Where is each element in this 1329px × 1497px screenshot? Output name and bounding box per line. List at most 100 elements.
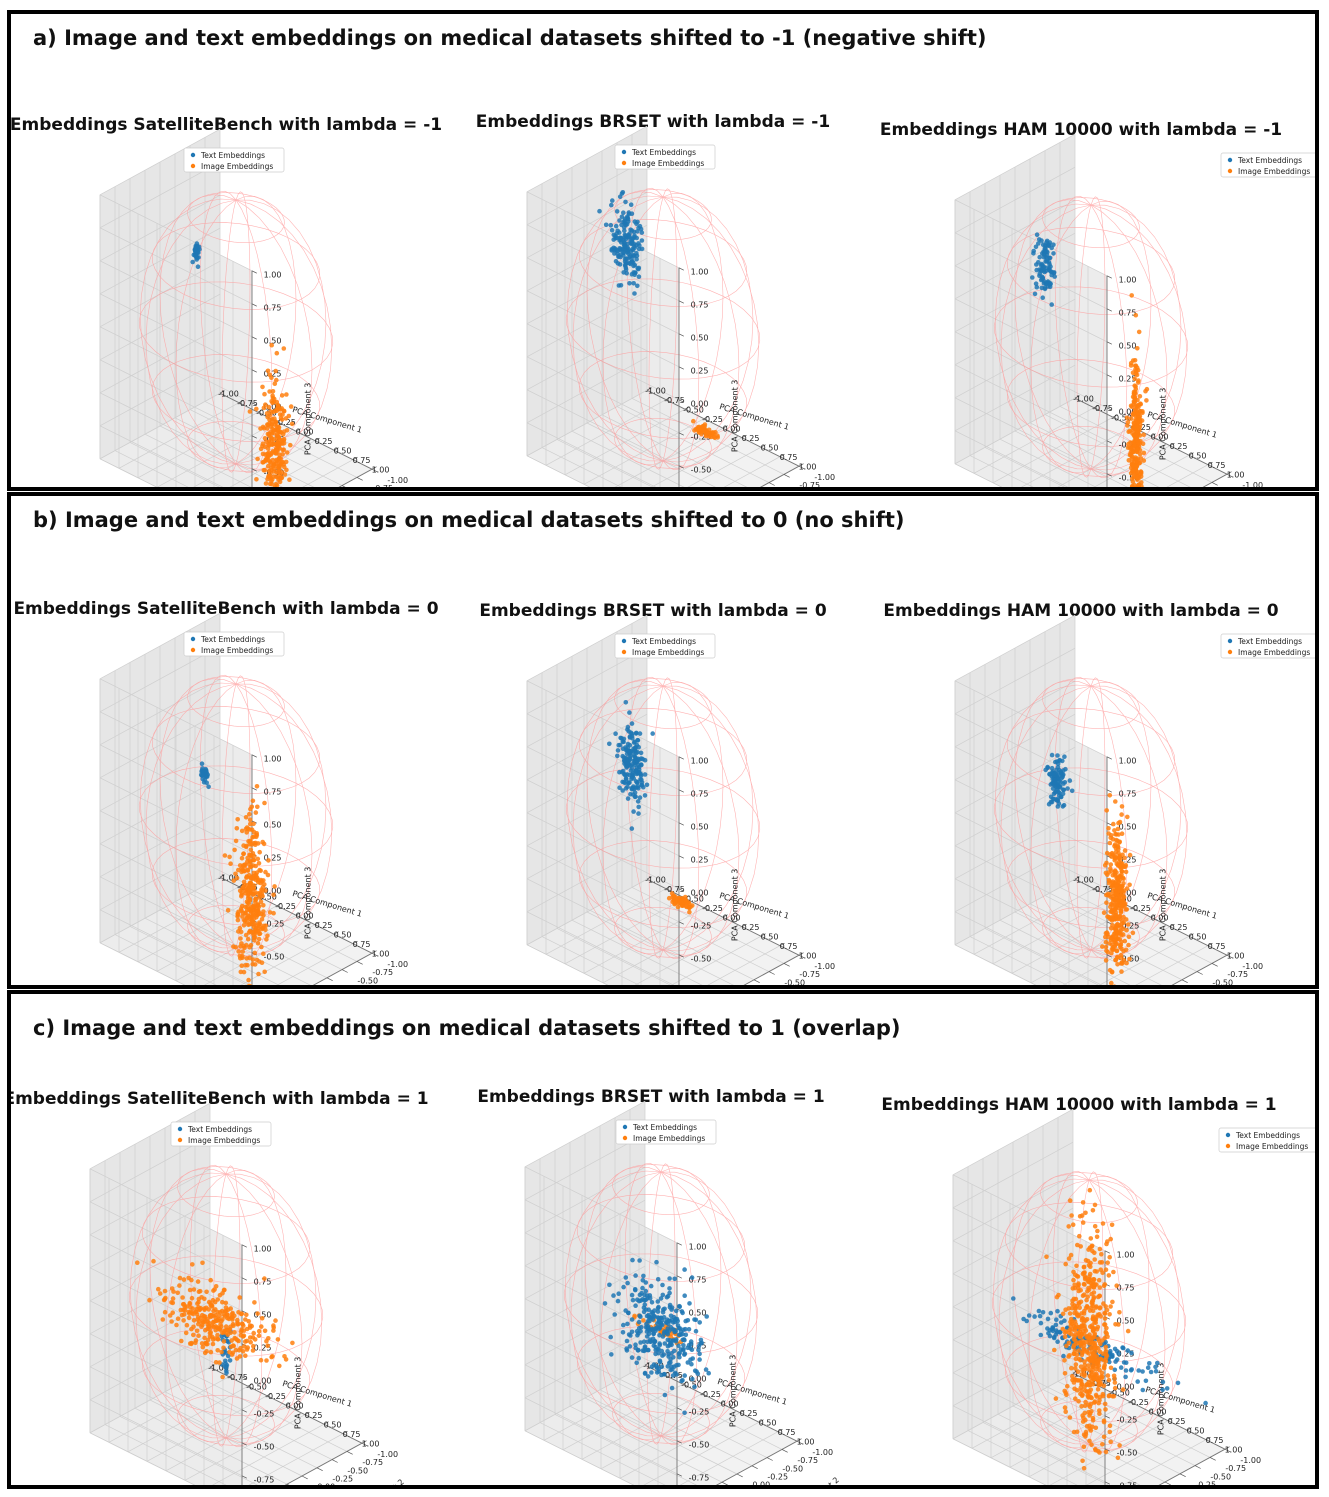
data-point bbox=[1136, 329, 1142, 335]
data-point bbox=[266, 404, 272, 410]
data-point bbox=[1102, 1316, 1108, 1321]
x-tick-label: 0.25 bbox=[1170, 923, 1188, 932]
data-point bbox=[675, 1323, 681, 1328]
x-tick bbox=[209, 1364, 215, 1368]
z-tick bbox=[241, 1376, 247, 1380]
data-point bbox=[239, 963, 244, 968]
data-point bbox=[1040, 295, 1045, 301]
data-point bbox=[1032, 291, 1038, 297]
data-point bbox=[251, 853, 257, 859]
x-tick-label: 0.25 bbox=[1168, 1417, 1186, 1426]
x-tick bbox=[314, 437, 320, 442]
data-point bbox=[261, 841, 267, 847]
data-point bbox=[629, 1329, 635, 1335]
data-point bbox=[642, 1302, 648, 1307]
data-point bbox=[1123, 869, 1129, 875]
y-tick-label: -0.75 bbox=[372, 968, 393, 977]
z-tick-label: -0.25 bbox=[1117, 1416, 1138, 1425]
data-point bbox=[270, 450, 275, 456]
data-point bbox=[1100, 1221, 1106, 1226]
x-tick bbox=[257, 409, 263, 413]
data-point bbox=[265, 368, 271, 374]
data-point bbox=[1077, 1233, 1082, 1239]
grid-line bbox=[954, 680, 1076, 748]
data-point bbox=[628, 238, 633, 244]
data-point bbox=[1044, 1254, 1049, 1260]
data-point bbox=[1097, 1408, 1102, 1413]
y-axis-line bbox=[760, 465, 800, 487]
data-point bbox=[253, 896, 259, 901]
data-point bbox=[1093, 1425, 1099, 1431]
data-point bbox=[624, 776, 629, 782]
data-point bbox=[629, 228, 635, 233]
x-tick bbox=[361, 1440, 367, 1444]
data-point bbox=[1127, 882, 1132, 888]
data-point bbox=[1037, 254, 1042, 260]
data-point bbox=[1103, 1304, 1108, 1309]
data-point bbox=[1039, 261, 1045, 267]
grid-line bbox=[679, 1431, 779, 1485]
data-point bbox=[1060, 1326, 1066, 1332]
data-point bbox=[645, 1347, 651, 1353]
data-point bbox=[274, 399, 280, 405]
data-point bbox=[251, 829, 257, 835]
data-point bbox=[191, 1318, 197, 1323]
data-point bbox=[1130, 370, 1136, 376]
x-tick-label: 0.50 bbox=[1189, 452, 1207, 461]
x-tick-label: 0.50 bbox=[759, 1419, 777, 1428]
z-tick-label: 0.00 bbox=[1119, 889, 1137, 898]
panel-a: a) Image and text embeddings on medical … bbox=[7, 10, 1319, 491]
plot-title: Embeddings SatelliteBench with lambda = … bbox=[13, 599, 438, 619]
data-point bbox=[1064, 1343, 1069, 1349]
y-tick-label: -0.75 bbox=[799, 970, 820, 979]
data-point bbox=[1092, 1202, 1098, 1208]
grid-line bbox=[999, 438, 1097, 487]
data-point bbox=[1102, 1362, 1107, 1368]
data-point bbox=[615, 748, 621, 753]
data-point bbox=[1103, 1329, 1109, 1335]
legend-label: Image Embeddings bbox=[632, 648, 704, 657]
grid-line bbox=[1086, 1429, 1188, 1485]
x-tick-label: 0.50 bbox=[324, 1421, 342, 1430]
x-tick bbox=[798, 463, 804, 467]
data-point bbox=[1110, 1299, 1115, 1305]
data-point bbox=[622, 218, 627, 224]
data-point bbox=[258, 1357, 264, 1363]
data-point bbox=[250, 911, 256, 917]
data-point bbox=[602, 1301, 608, 1306]
data-point bbox=[1140, 1369, 1145, 1374]
data-point bbox=[1118, 924, 1124, 930]
y-tick-label: -1.00 bbox=[1240, 1456, 1261, 1465]
z-tick-label: 0.50 bbox=[1119, 342, 1137, 351]
x-tick bbox=[760, 444, 766, 448]
data-point bbox=[255, 856, 261, 862]
data-point bbox=[187, 1341, 193, 1346]
data-point bbox=[641, 1318, 646, 1323]
data-point bbox=[1105, 1373, 1111, 1378]
x-tick-label: -0.25 bbox=[265, 1392, 286, 1401]
data-point bbox=[1056, 774, 1061, 780]
data-point bbox=[273, 420, 279, 425]
data-point bbox=[190, 259, 195, 265]
z-tick-label: 0.25 bbox=[1119, 856, 1137, 865]
grid-line bbox=[952, 1438, 1047, 1485]
data-point bbox=[1072, 1310, 1077, 1316]
data-point bbox=[1104, 1325, 1109, 1331]
x-tick-label: 0.50 bbox=[334, 447, 352, 456]
y-tick bbox=[753, 979, 760, 984]
data-point bbox=[1109, 980, 1114, 985]
data-point bbox=[254, 406, 259, 412]
data-point bbox=[240, 1349, 246, 1354]
data-point bbox=[649, 1370, 654, 1375]
z-axis-label: PCA Component 3 bbox=[303, 383, 312, 456]
data-point bbox=[633, 1273, 638, 1278]
legend-marker bbox=[622, 1135, 628, 1141]
data-point bbox=[1089, 1291, 1094, 1297]
grid-line bbox=[954, 680, 1108, 758]
z-tick-label: 0.50 bbox=[264, 821, 282, 830]
grid-line bbox=[99, 645, 221, 713]
grid-line bbox=[687, 446, 762, 487]
data-point bbox=[258, 899, 264, 904]
data-point bbox=[1080, 1220, 1086, 1225]
